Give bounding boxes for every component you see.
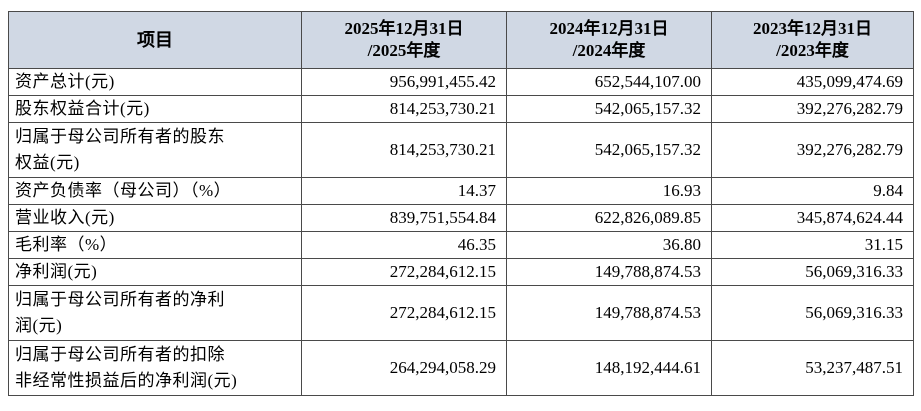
header-2024: 2024年12月31日 /2024年度 (506, 11, 712, 69)
value-2024: 148,192,444.61 (506, 340, 712, 396)
row-label: 资产负债率（母公司）（%） (8, 177, 302, 205)
row-label: 归属于母公司所有者的净利 润(元) (8, 285, 302, 341)
row-label: 营业收入(元) (8, 204, 302, 232)
value-2023: 31.15 (711, 231, 914, 259)
value-2024: 542,065,157.32 (506, 95, 712, 123)
value-2024: 36.80 (506, 231, 712, 259)
table-row: 资产总计(元) 956,991,455.42 652,544,107.00 43… (8, 68, 914, 96)
table-row: 归属于母公司所有者的扣除 非经常性损益后的净利润(元) 264,294,058.… (8, 340, 914, 396)
value-2025: 46.35 (301, 231, 507, 259)
value-2025: 264,294,058.29 (301, 340, 507, 396)
header-2025-date: 2025年12月31日 (344, 19, 464, 38)
row-label: 归属于母公司所有者的股东 权益(元) (8, 122, 302, 178)
value-2023: 56,069,316.33 (711, 285, 914, 341)
value-2024: 542,065,157.32 (506, 122, 712, 178)
value-2025: 272,284,612.15 (301, 258, 507, 286)
header-item: 项目 (8, 11, 302, 69)
value-2023: 9.84 (711, 177, 914, 205)
value-2024: 652,544,107.00 (506, 68, 712, 96)
header-2023-year: /2023年度 (776, 41, 849, 60)
value-2025: 14.37 (301, 177, 507, 205)
value-2023: 435,099,474.69 (711, 68, 914, 96)
value-2023: 53,237,487.51 (711, 340, 914, 396)
row-label: 净利润(元) (8, 258, 302, 286)
value-2023: 392,276,282.79 (711, 95, 914, 123)
value-2023: 392,276,282.79 (711, 122, 914, 178)
value-2025: 814,253,730.21 (301, 95, 507, 123)
table-row: 归属于母公司所有者的净利 润(元) 272,284,612.15 149,788… (8, 285, 914, 341)
table-row: 资产负债率（母公司）（%） 14.37 16.93 9.84 (8, 177, 914, 205)
financial-summary-table: 项目 2025年12月31日 /2025年度 2024年12月31日 /2024… (8, 11, 914, 396)
financial-table-container: 项目 2025年12月31日 /2025年度 2024年12月31日 /2024… (8, 11, 914, 396)
value-2023: 56,069,316.33 (711, 258, 914, 286)
header-2025-year: /2025年度 (367, 41, 441, 60)
value-2025: 272,284,612.15 (301, 285, 507, 341)
value-2025: 839,751,554.84 (301, 204, 507, 232)
value-2024: 16.93 (506, 177, 712, 205)
table-row: 净利润(元) 272,284,612.15 149,788,874.53 56,… (8, 258, 914, 286)
header-2024-year: /2024年度 (572, 41, 646, 60)
row-label: 归属于母公司所有者的扣除 非经常性损益后的净利润(元) (8, 340, 302, 396)
header-2024-date: 2024年12月31日 (549, 19, 669, 38)
value-2023: 345,874,624.44 (711, 204, 914, 232)
header-2023: 2023年12月31日 /2023年度 (711, 11, 914, 69)
header-2023-date: 2023年12月31日 (753, 19, 872, 38)
value-2025: 814,253,730.21 (301, 122, 507, 178)
value-2024: 149,788,874.53 (506, 285, 712, 341)
table-row: 毛利率（%） 46.35 36.80 31.15 (8, 231, 914, 259)
value-2024: 622,826,089.85 (506, 204, 712, 232)
table-row: 营业收入(元) 839,751,554.84 622,826,089.85 34… (8, 204, 914, 232)
value-2024: 149,788,874.53 (506, 258, 712, 286)
value-2025: 956,991,455.42 (301, 68, 507, 96)
row-label: 资产总计(元) (8, 68, 302, 96)
row-label: 毛利率（%） (8, 231, 302, 259)
header-2025: 2025年12月31日 /2025年度 (301, 11, 507, 69)
table-header-row: 项目 2025年12月31日 /2025年度 2024年12月31日 /2024… (8, 11, 914, 69)
table-row: 归属于母公司所有者的股东 权益(元) 814,253,730.21 542,06… (8, 122, 914, 178)
row-label: 股东权益合计(元) (8, 95, 302, 123)
table-row: 股东权益合计(元) 814,253,730.21 542,065,157.32 … (8, 95, 914, 123)
